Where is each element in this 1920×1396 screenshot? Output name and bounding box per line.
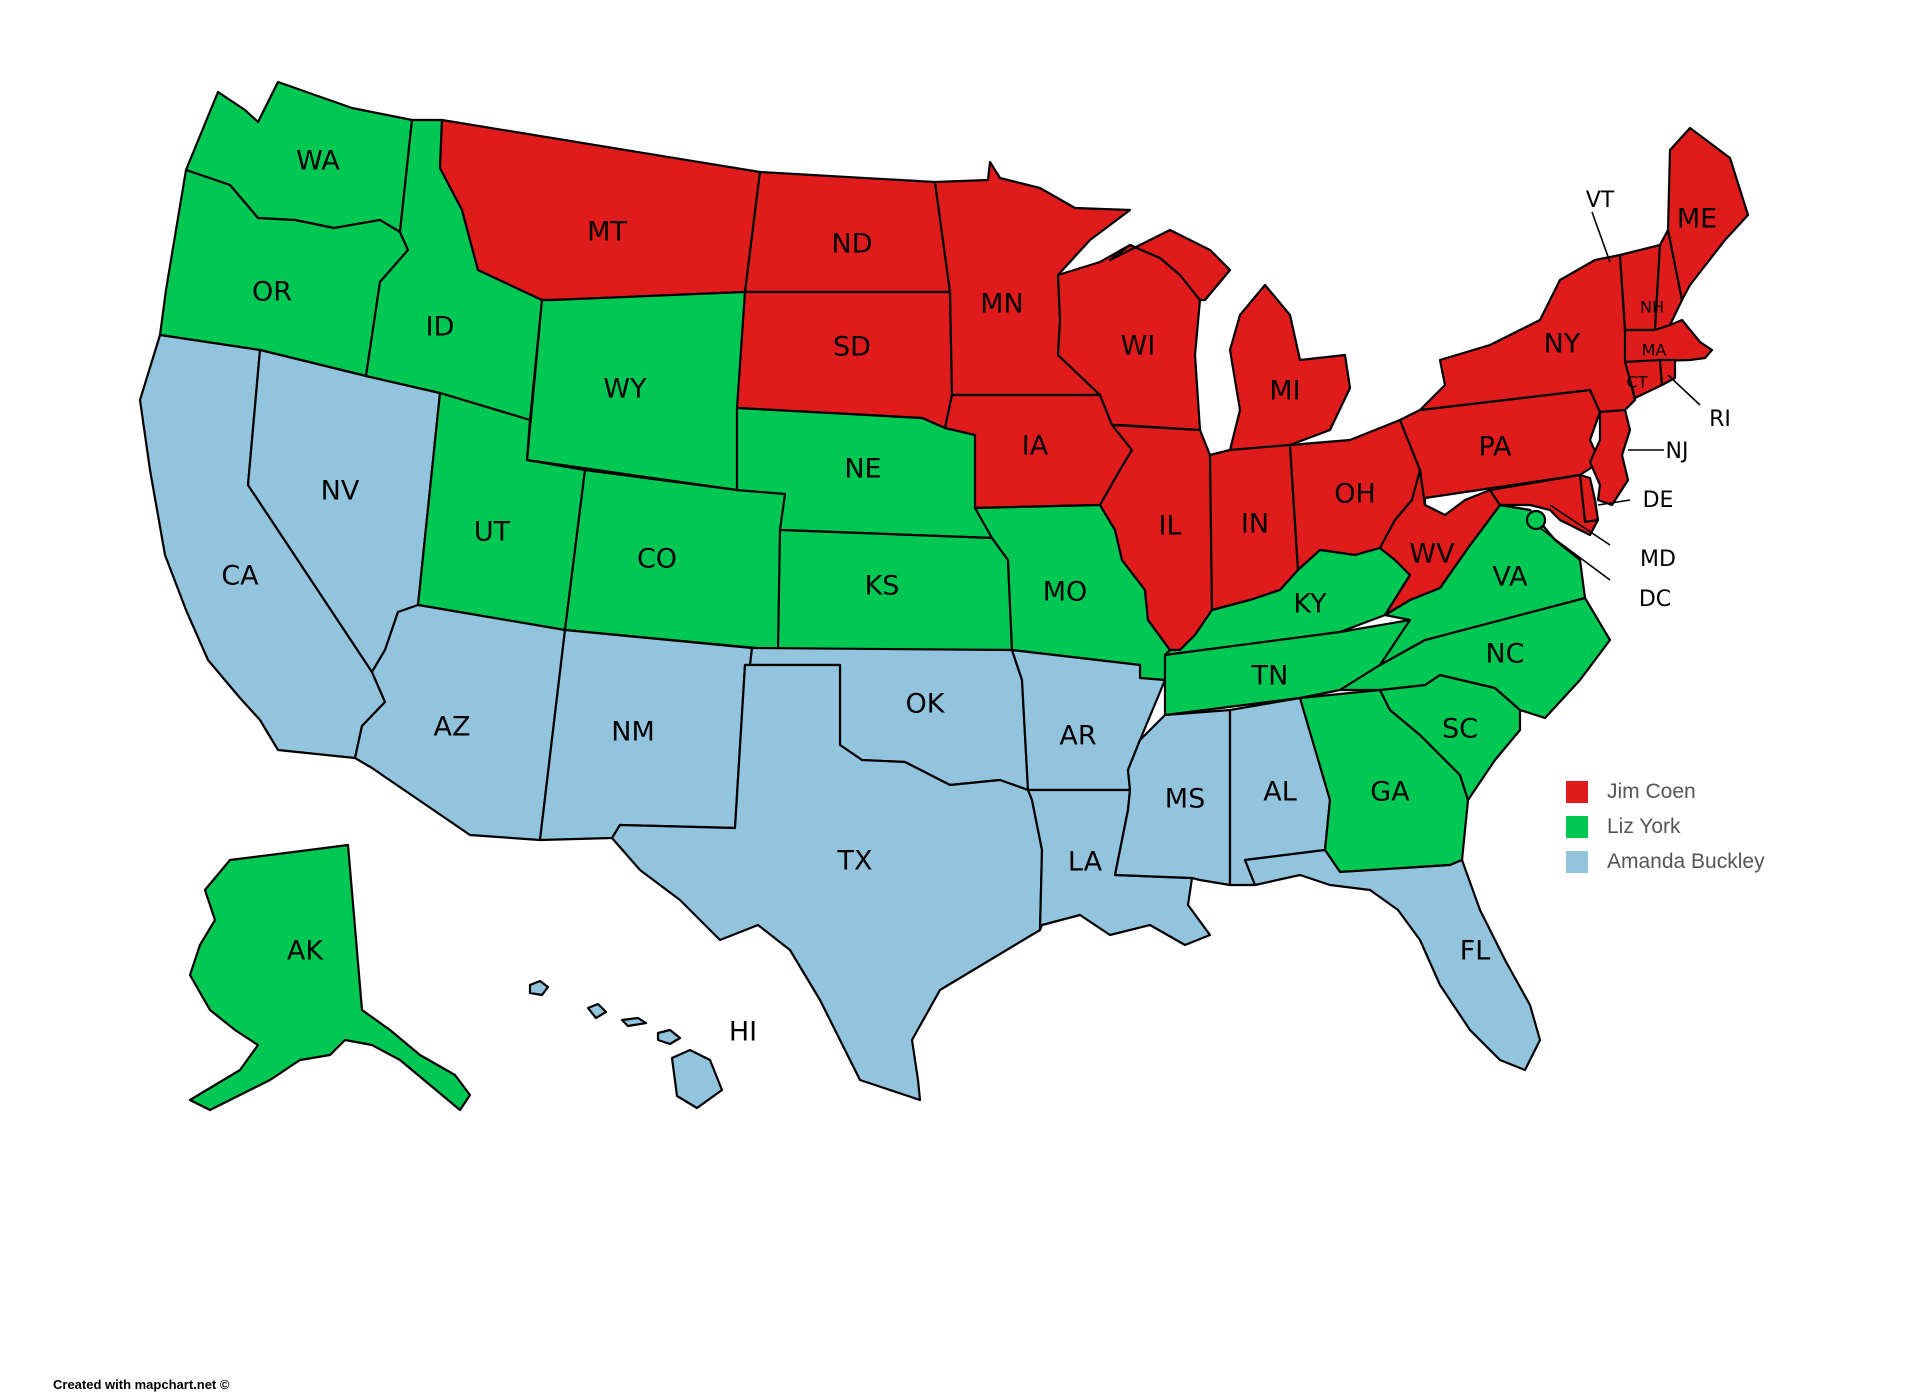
label-WY: WY [603, 374, 647, 405]
label-NE: NE [844, 454, 881, 485]
label-OK: OK [906, 689, 946, 720]
label-WV: WV [1409, 539, 1455, 570]
label-WA: WA [296, 146, 340, 177]
label-ME: ME [1677, 204, 1717, 235]
label-MD: MD [1640, 547, 1676, 572]
label-AK: AK [287, 936, 324, 967]
state-KY[interactable] [1163, 546, 1412, 657]
label-VT: VT [1586, 188, 1615, 213]
label-KY: KY [1293, 589, 1327, 620]
legend-item-liz-york: Liz York [1566, 809, 1765, 844]
label-RI: RI [1709, 407, 1731, 432]
label-NV: NV [321, 476, 360, 507]
state-NY[interactable] [1418, 253, 1637, 414]
label-TX: TX [837, 846, 873, 877]
label-ID: ID [426, 312, 455, 343]
label-MI: MI [1269, 376, 1300, 407]
state-MI[interactable] [1108, 228, 1352, 452]
label-ND: ND [832, 229, 873, 260]
label-MN: MN [980, 289, 1024, 320]
label-NJ: NJ [1666, 439, 1689, 464]
legend-item-amanda-buckley: Amanda Buckley [1566, 844, 1765, 879]
legend-item-jim-coen: Jim Coen [1566, 774, 1765, 809]
credit-text: Created with mapchart.net © [53, 1377, 230, 1392]
callout-lines [1539, 211, 1701, 581]
label-MA: MA [1642, 341, 1667, 360]
label-WI: WI [1121, 331, 1156, 362]
label-TN: TN [1251, 661, 1289, 692]
label-MS: MS [1165, 784, 1205, 815]
legend-label: Liz York [1607, 814, 1681, 838]
state-DC[interactable] [1525, 509, 1547, 531]
label-GA: GA [1370, 777, 1410, 808]
label-MT: MT [587, 217, 627, 248]
legend: Jim Coen Liz York Amanda Buckley [1566, 774, 1765, 879]
label-DE: DE [1643, 488, 1674, 513]
legend-label: Amanda Buckley [1607, 849, 1765, 873]
label-PA: PA [1478, 432, 1512, 463]
label-VA: VA [1492, 562, 1528, 593]
legend-swatch-green [1566, 815, 1588, 838]
label-NC: NC [1485, 639, 1524, 670]
label-SD: SD [833, 332, 871, 363]
state-MT[interactable] [438, 118, 762, 302]
label-IA: IA [1022, 431, 1049, 462]
state-CT[interactable] [1623, 358, 1664, 400]
label-UT: UT [474, 517, 511, 548]
state-HI[interactable] [528, 979, 724, 1110]
label-CO: CO [637, 544, 677, 575]
label-CT: CT [1627, 373, 1648, 392]
state-ME[interactable] [1666, 126, 1750, 302]
state-labels: WA OR CA NV ID MT WY UT AZ CO NM ND SD N… [221, 146, 1731, 1048]
label-AR: AR [1059, 721, 1096, 752]
state-VT[interactable] [1618, 243, 1662, 332]
label-NH: NH [1640, 298, 1664, 317]
label-LA: LA [1068, 847, 1103, 878]
state-MD[interactable] [1488, 473, 1600, 537]
state-NJ[interactable] [1588, 408, 1632, 507]
legend-label: Jim Coen [1607, 779, 1696, 803]
state-AK[interactable] [188, 843, 472, 1112]
state-TX[interactable] [610, 663, 1044, 1102]
label-NM: NM [611, 717, 655, 748]
legend-swatch-red [1566, 780, 1588, 803]
legend-swatch-blue [1566, 850, 1588, 873]
label-AL: AL [1263, 777, 1297, 808]
label-AZ: AZ [434, 712, 471, 743]
state-FL[interactable] [1243, 848, 1542, 1072]
label-FL: FL [1460, 936, 1491, 967]
label-OH: OH [1334, 479, 1376, 510]
state-RI[interactable] [1658, 358, 1677, 387]
label-NY: NY [1544, 329, 1581, 360]
label-IL: IL [1158, 511, 1181, 542]
label-IN: IN [1241, 509, 1269, 540]
label-MO: MO [1043, 577, 1088, 608]
label-CA: CA [221, 561, 259, 592]
label-HI: HI [729, 1017, 757, 1048]
state-NH[interactable] [1653, 228, 1684, 332]
label-OR: OR [252, 277, 292, 308]
label-DC: DC [1639, 587, 1671, 612]
state-WY[interactable] [525, 290, 747, 492]
label-KS: KS [865, 571, 900, 602]
label-SC: SC [1442, 714, 1478, 745]
